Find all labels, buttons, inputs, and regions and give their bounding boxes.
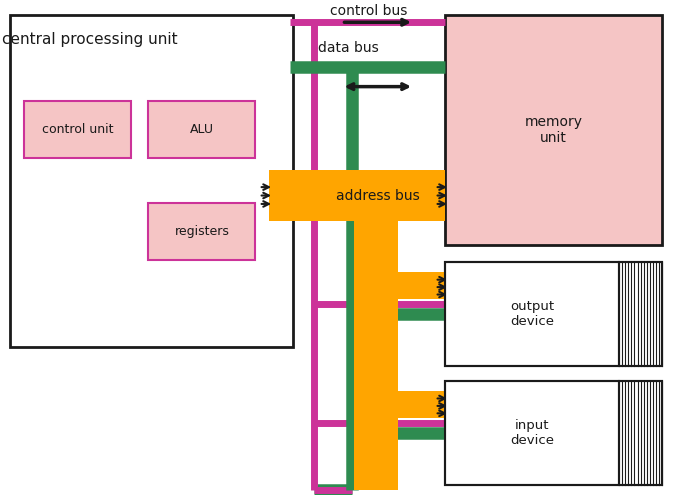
Text: data bus: data bus xyxy=(318,41,379,55)
Bar xyxy=(354,221,399,490)
Bar xyxy=(445,15,662,245)
Bar xyxy=(354,391,445,418)
Bar xyxy=(148,203,255,260)
Bar xyxy=(24,101,131,158)
Bar xyxy=(619,262,662,366)
Text: control bus: control bus xyxy=(331,4,408,18)
Text: control unit: control unit xyxy=(42,123,113,137)
Bar xyxy=(445,381,619,485)
Bar xyxy=(354,272,445,299)
Bar xyxy=(445,262,619,366)
Bar xyxy=(445,262,662,366)
Text: registers: registers xyxy=(175,225,229,238)
Text: input
device: input device xyxy=(510,419,554,447)
Text: output
device: output device xyxy=(510,300,554,328)
Text: memory
unit: memory unit xyxy=(524,115,583,145)
Bar xyxy=(148,101,255,158)
Bar xyxy=(445,381,662,485)
Bar xyxy=(10,15,293,346)
Bar xyxy=(269,170,445,221)
Text: ALU: ALU xyxy=(190,123,214,137)
Bar xyxy=(619,381,662,485)
Text: central processing unit: central processing unit xyxy=(2,32,177,47)
Text: address bus: address bus xyxy=(336,189,420,202)
